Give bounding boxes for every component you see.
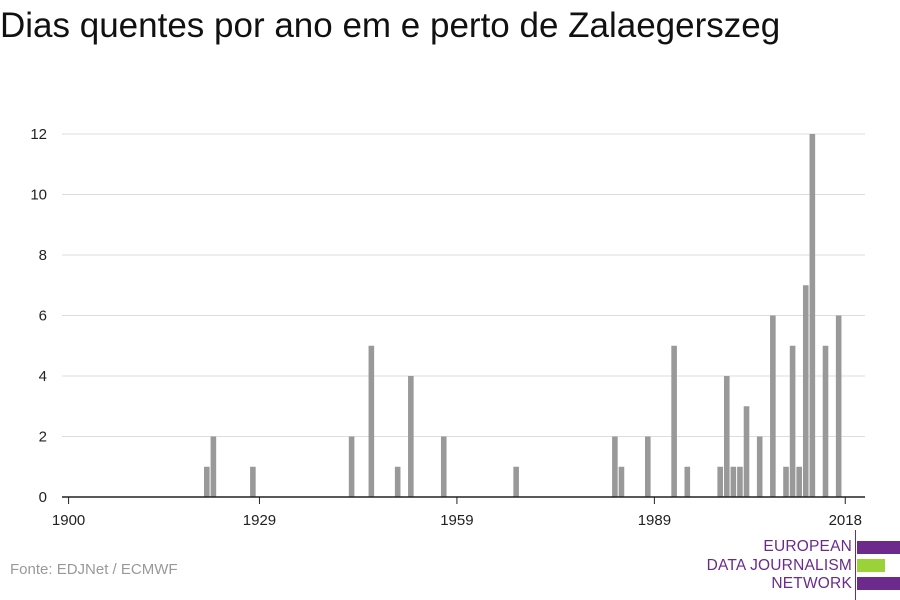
source-note: Fonte: EDJNet / ECMWF bbox=[10, 561, 178, 578]
x-tick-label: 1959 bbox=[440, 512, 473, 529]
y-tick-label: 2 bbox=[39, 429, 47, 446]
logo-bar-green bbox=[857, 559, 885, 572]
logo-line-2: DATA JOURNALISM bbox=[706, 556, 852, 574]
bar-2017 bbox=[835, 315, 842, 497]
bar-2001 bbox=[730, 466, 737, 497]
bar-2010 bbox=[789, 345, 796, 497]
bar-2009 bbox=[783, 466, 789, 497]
bar-1992 bbox=[671, 345, 677, 497]
logo-line-3: NETWORK bbox=[771, 575, 852, 592]
bar-2012 bbox=[802, 285, 809, 497]
bar-2011 bbox=[796, 466, 802, 497]
bars bbox=[204, 134, 842, 497]
bar-2005 bbox=[756, 436, 763, 497]
logo-line-1: EUROPEAN bbox=[763, 538, 852, 555]
bar-1957 bbox=[440, 436, 447, 497]
bar-1943 bbox=[348, 436, 355, 497]
bar-1984 bbox=[618, 466, 625, 497]
bar-1922 bbox=[210, 436, 217, 497]
bar-1988 bbox=[644, 436, 651, 497]
x-tick-labels: 1900 1929 1959 1989 2018 bbox=[52, 512, 862, 529]
logo-bar-purple-top bbox=[857, 541, 900, 554]
y-tick-label: 10 bbox=[30, 187, 47, 204]
y-tick-labels: 0 2 4 6 8 10 12 bbox=[30, 126, 47, 506]
x-tick-label: 2018 bbox=[829, 512, 862, 529]
logo-divider bbox=[855, 530, 856, 600]
bar-2002 bbox=[737, 466, 743, 497]
bar-chart: 0 2 4 6 8 10 12 1900 1929 1959 1989 2018 bbox=[30, 126, 865, 529]
bar-1952 bbox=[408, 376, 414, 497]
y-tick-label: 12 bbox=[30, 126, 47, 143]
axes bbox=[62, 496, 865, 504]
x-tick-label: 1900 bbox=[52, 512, 85, 529]
bar-1999 bbox=[717, 466, 723, 497]
bar-1950 bbox=[394, 466, 401, 497]
y-tick-label: 4 bbox=[39, 368, 47, 385]
y-tick-label: 8 bbox=[39, 247, 47, 264]
bar-2007 bbox=[770, 315, 776, 497]
bar-1928 bbox=[250, 466, 256, 497]
x-tick-label: 1989 bbox=[638, 512, 671, 529]
logo-bar-purple-bottom bbox=[857, 577, 900, 590]
bar-1968 bbox=[513, 466, 519, 497]
y-tick-label: 0 bbox=[39, 489, 47, 506]
bar-1921 bbox=[204, 466, 210, 497]
bar-1994 bbox=[684, 466, 691, 497]
y-tick-label: 6 bbox=[39, 308, 47, 325]
x-tick-label: 1929 bbox=[243, 512, 276, 529]
gridlines bbox=[62, 133, 865, 437]
chart-title: Dias quentes por ano em e perto de Zalae… bbox=[0, 6, 781, 45]
bar-1983 bbox=[612, 436, 618, 497]
bar-2003 bbox=[743, 406, 750, 497]
edjnet-logo-text: EUROPEAN DATA JOURNALISM NETWORK bbox=[690, 538, 852, 594]
bar-2000 bbox=[723, 376, 730, 497]
bar-2013 bbox=[809, 134, 816, 497]
bar-1946 bbox=[368, 345, 375, 497]
bar-2015 bbox=[822, 345, 829, 497]
